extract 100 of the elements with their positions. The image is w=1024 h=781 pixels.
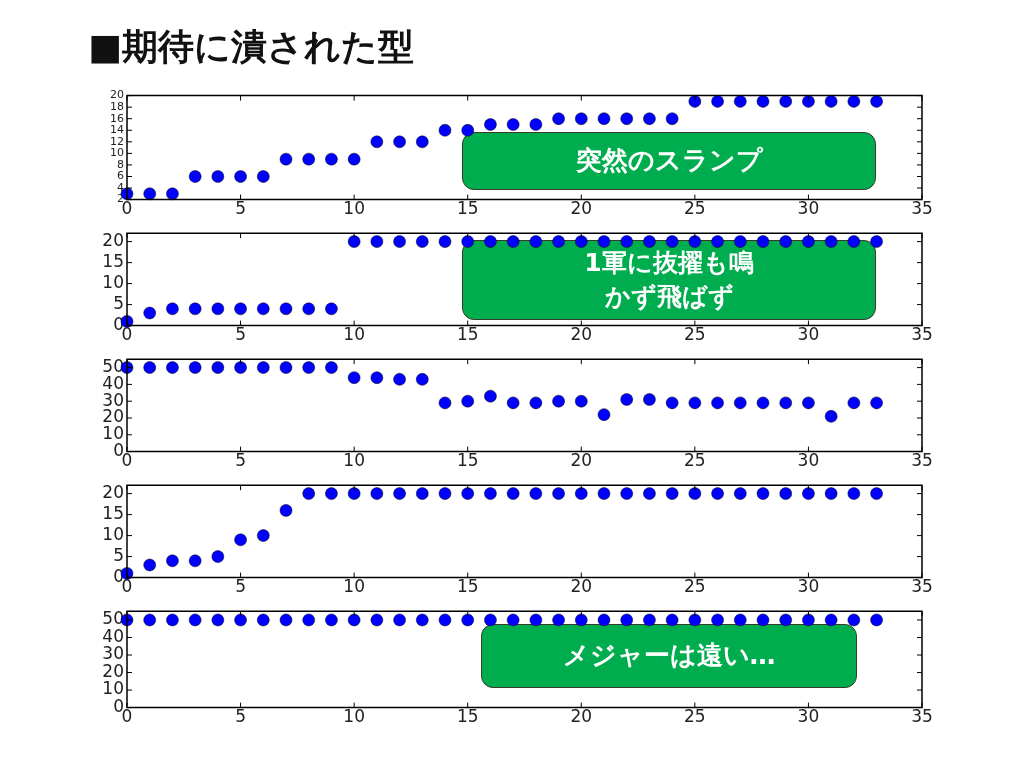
x-tick-label: 30: [797, 576, 820, 597]
y-tick-label: 10: [102, 272, 124, 293]
point: [824, 235, 838, 248]
point: [166, 187, 179, 201]
x-tick-label: 25: [684, 706, 706, 727]
x-tick-label: 10: [343, 324, 365, 345]
x-tick-label: 5: [235, 576, 246, 597]
point: [188, 302, 202, 316]
y-tick-label: 6: [117, 169, 124, 183]
y-tick-label: 8: [117, 157, 124, 171]
point: [416, 235, 429, 248]
annotation: メジャーは遠い…: [562, 639, 776, 673]
x-tick-label: 5: [235, 450, 246, 471]
point: [665, 235, 679, 248]
point: [234, 170, 247, 183]
point: [416, 373, 429, 386]
point: [257, 302, 270, 316]
point: [325, 152, 338, 166]
point: [711, 95, 724, 108]
point: [529, 487, 543, 500]
point: [734, 95, 747, 108]
point: [870, 235, 883, 248]
x-tick-label: 10: [343, 450, 365, 471]
point: [279, 152, 293, 166]
y-tick-label: 10: [110, 146, 124, 160]
y-tick-label: 5: [113, 545, 124, 566]
point: [847, 235, 861, 248]
point: [143, 558, 156, 572]
point: [824, 95, 838, 108]
point: [620, 393, 633, 406]
point: [756, 396, 770, 410]
x-tick-label: 15: [456, 450, 479, 471]
point: [302, 152, 315, 166]
y-tick-label: 14: [110, 123, 124, 137]
point: [847, 95, 861, 108]
point: [438, 487, 452, 500]
point: [665, 112, 679, 125]
y-tick-label: 15: [102, 503, 124, 524]
x-tick-label: 30: [797, 198, 820, 219]
point: [552, 112, 565, 125]
point: [234, 302, 247, 316]
y-tick-label: 20: [102, 230, 124, 251]
point: [643, 487, 656, 500]
y-tick-label: 20: [102, 482, 124, 503]
x-tick-label: 25: [684, 324, 706, 345]
point: [279, 361, 293, 374]
point: [779, 235, 792, 248]
point: [506, 118, 520, 131]
point: [484, 235, 497, 248]
point: [620, 487, 633, 500]
point: [870, 95, 883, 108]
x-tick-label: 10: [343, 706, 365, 727]
callout-box: 突然のスランプ: [462, 132, 876, 190]
point: [393, 373, 406, 386]
point: [370, 235, 384, 248]
point: [734, 396, 747, 410]
x-tick-label: 15: [456, 576, 479, 597]
point: [643, 112, 656, 125]
point: [325, 487, 338, 500]
point: [234, 361, 247, 374]
point: [756, 235, 770, 248]
point: [529, 235, 543, 248]
point: [847, 396, 861, 410]
point: [802, 396, 815, 410]
x-tick-label: 35: [911, 450, 933, 471]
point: [779, 487, 792, 500]
point: [302, 487, 315, 500]
point: [279, 302, 293, 316]
x-tick-label: 10: [343, 576, 365, 597]
x-tick-label: 20: [570, 706, 593, 727]
point: [506, 396, 520, 410]
point: [257, 361, 270, 374]
point: [575, 235, 588, 248]
point: [347, 235, 361, 248]
point: [711, 487, 724, 500]
point: [302, 361, 315, 374]
y-tick-label: 12: [110, 134, 124, 148]
point: [665, 396, 679, 410]
point: [597, 487, 611, 500]
point: [347, 371, 361, 384]
point: [393, 487, 406, 500]
point: [575, 394, 588, 408]
point: [188, 170, 202, 183]
x-tick-label: 35: [911, 706, 933, 727]
point: [461, 487, 474, 500]
point: [779, 95, 792, 108]
point: [734, 235, 747, 248]
x-tick-label: 30: [797, 324, 820, 345]
x-tick-label: 25: [684, 450, 706, 471]
point: [393, 135, 406, 149]
point: [756, 487, 770, 500]
x-tick-label: 10: [343, 198, 365, 219]
point: [257, 529, 270, 542]
point: [416, 135, 429, 149]
y-tick-label: 4: [117, 180, 124, 194]
point: [870, 396, 883, 410]
point: [552, 487, 565, 500]
x-tick-label: 15: [456, 198, 479, 219]
point: [529, 118, 543, 131]
callout-box: メジャーは遠い…: [481, 624, 857, 688]
